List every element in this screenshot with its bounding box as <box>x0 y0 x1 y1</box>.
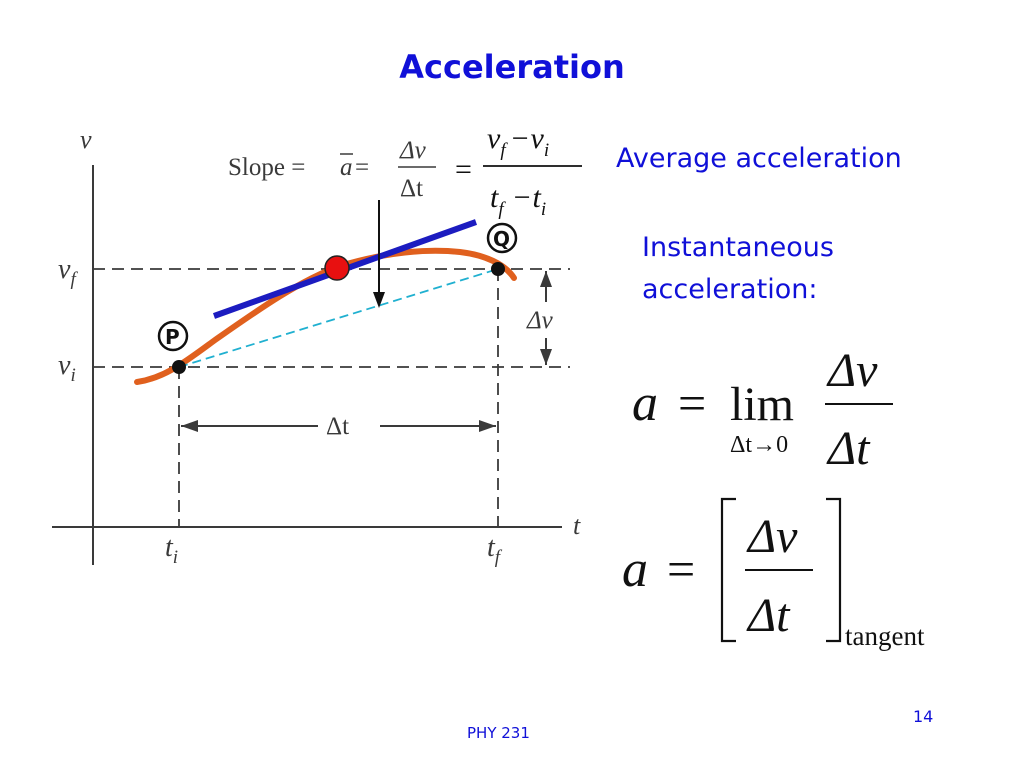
point-p-dot <box>172 360 186 374</box>
delta-v-label: Δv <box>526 307 554 334</box>
point-p-badge <box>157 320 189 352</box>
delta-v-arrowhead-down <box>540 349 552 365</box>
tan-subscript: tangent <box>845 621 925 651</box>
point-q-dot <box>491 262 505 276</box>
avg-numerator: vf −vi <box>487 122 549 161</box>
average-acceleration-label: Average acceleration <box>616 143 902 174</box>
instantaneous-label-line2: acceleration: <box>642 274 818 305</box>
slope-denominator: Δt <box>400 175 423 202</box>
point-q-label: Q <box>493 227 510 251</box>
lim-word: lim <box>730 378 794 431</box>
slide-title: Acceleration <box>399 48 625 86</box>
lim-numerator: Δv <box>826 344 878 397</box>
tan-left-bracket <box>720 497 736 643</box>
avg-denominator: tf −ti <box>490 181 546 220</box>
lim-a: a <box>632 375 658 432</box>
point-q-badge <box>486 222 518 254</box>
vi-label: vi <box>58 350 76 386</box>
page-number: 14 <box>913 707 934 726</box>
slope-pointer-arrowhead <box>373 292 385 308</box>
slope-prefix: Slope = <box>228 154 305 181</box>
point-p-label: P <box>165 325 180 349</box>
instantaneous-label-line1: Instantaneous <box>642 232 834 263</box>
tan-eq: = <box>667 541 695 597</box>
delta-v-arrowhead-up <box>540 271 552 287</box>
lim-denominator: Δt <box>826 422 871 475</box>
tf-label: tf <box>487 532 503 568</box>
tan-right-bracket <box>826 497 842 643</box>
v-axis-label: v <box>80 125 92 154</box>
tan-numerator: Δv <box>746 510 798 563</box>
slope-eq: = <box>355 154 369 181</box>
delta-t-arrowhead-right <box>479 420 496 432</box>
tan-a: a <box>622 541 648 598</box>
lim-eq: = <box>678 375 706 431</box>
avg-eq: = <box>455 153 472 186</box>
slope-abar: a <box>340 154 353 181</box>
secant-line <box>178 268 499 368</box>
footer-course: PHY 231 <box>467 724 530 742</box>
ti-label: ti <box>165 532 178 568</box>
lim-under: Δt→0 <box>730 432 788 458</box>
tangent-point-dot <box>324 255 350 281</box>
t-axis-label: t <box>573 511 581 540</box>
vf-label: vf <box>58 254 78 290</box>
tan-denominator: Δt <box>746 589 791 642</box>
delta-t-label: Δt <box>326 413 349 440</box>
delta-t-arrowhead-left <box>181 420 198 432</box>
slope-numerator: Δv <box>399 137 427 164</box>
